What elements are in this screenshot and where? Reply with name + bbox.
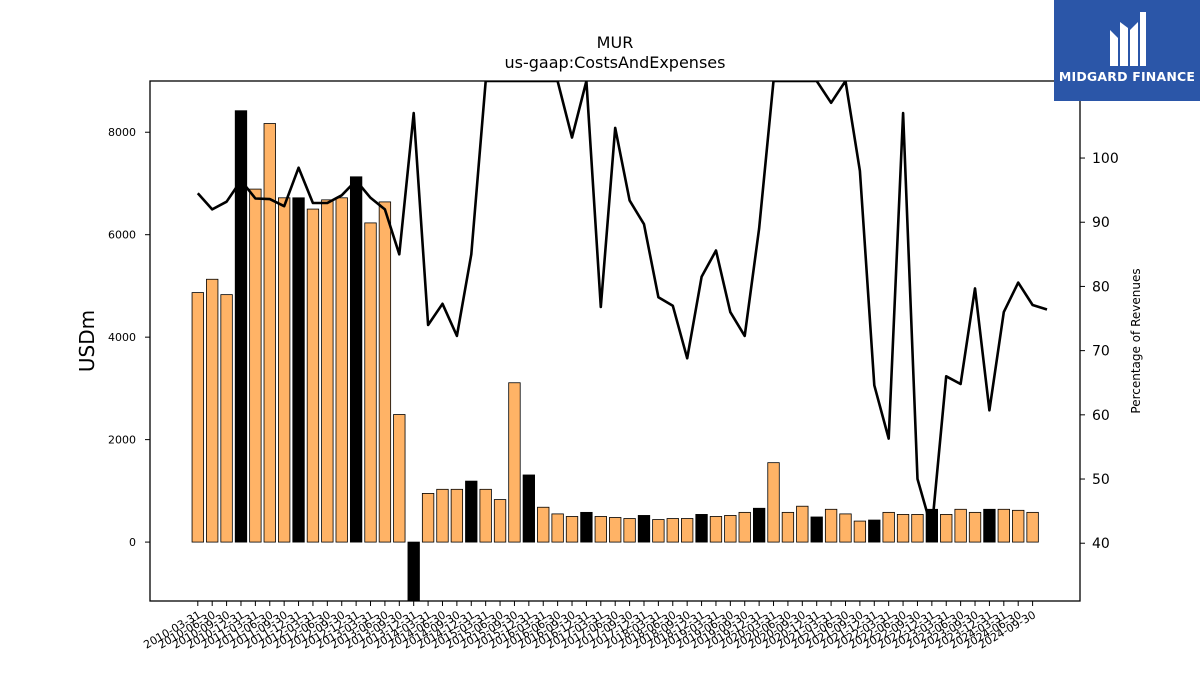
bar [407, 541, 420, 601]
y2-tick-label: 70 [1092, 344, 1110, 360]
y-axis: 0 2000 4000 6000 8000 [108, 126, 150, 549]
bar [278, 197, 291, 543]
y-tick-label: 4000 [108, 331, 136, 344]
chart-subtitle: us-gaap:CostsAndExpenses [505, 53, 726, 72]
y2-axis-label: Percentage of Revenues [1129, 268, 1143, 413]
y2-tick-label: 80 [1092, 279, 1110, 295]
y-tick-label: 6000 [108, 229, 136, 242]
bar [1012, 509, 1025, 543]
bar [724, 515, 737, 543]
bar [263, 123, 276, 543]
bar [436, 488, 449, 543]
bar [378, 201, 392, 543]
bar [450, 488, 464, 543]
bar [493, 499, 507, 543]
bar [508, 382, 521, 543]
bar [983, 508, 996, 543]
bar [896, 514, 910, 543]
bar [565, 516, 579, 543]
bar [220, 294, 233, 543]
bar [637, 515, 651, 543]
bar [292, 197, 305, 543]
bar [853, 520, 867, 543]
y-tick-label: 0 [129, 536, 136, 549]
bar [364, 222, 377, 543]
bar [191, 292, 204, 543]
bar [911, 514, 924, 543]
bar [623, 518, 636, 543]
bar [968, 511, 982, 543]
y2-tick-label: 40 [1092, 536, 1110, 552]
bar [335, 197, 348, 543]
bar [465, 480, 478, 543]
line-group [196, 81, 1048, 531]
bar [393, 414, 406, 543]
brand-name: MIDGARD FINANCE [1058, 69, 1196, 84]
bar [652, 519, 665, 543]
midgard-logo-icon [1110, 12, 1146, 66]
bar [349, 176, 363, 543]
bar [940, 514, 953, 543]
bar [839, 513, 852, 543]
bar [810, 516, 823, 543]
bar [321, 199, 334, 543]
y2-tick-label: 60 [1092, 408, 1110, 424]
bar [681, 518, 694, 543]
y2-axis: 40 50 60 70 80 90 100 [1080, 151, 1119, 552]
bar [580, 511, 593, 543]
y-axis-label: USDm [75, 310, 99, 372]
bar [954, 508, 967, 543]
bar [882, 511, 895, 543]
y-tick-label: 2000 [108, 434, 136, 447]
bar [767, 462, 780, 543]
bar [306, 208, 320, 543]
bar [421, 493, 435, 543]
bar [781, 511, 795, 543]
bar [594, 516, 607, 543]
y2-tick-label: 100 [1092, 151, 1119, 167]
bar [551, 513, 564, 543]
bar [479, 488, 492, 543]
bar [824, 508, 838, 543]
bar [537, 506, 550, 543]
y-tick-label: 8000 [108, 126, 136, 139]
ratio-line [196, 81, 1048, 531]
chart-title: MUR [597, 33, 634, 52]
bar [868, 519, 881, 543]
brand-logo: MIDGARD FINANCE [1054, 0, 1200, 101]
bar [695, 514, 708, 543]
bar [609, 517, 622, 543]
bar [738, 511, 751, 543]
y2-tick-label: 90 [1092, 215, 1110, 231]
bar [249, 188, 262, 543]
bar [1026, 511, 1039, 543]
bar [752, 507, 766, 543]
bars-group [191, 110, 1039, 601]
bar [666, 518, 679, 543]
bar [796, 505, 809, 543]
bar [522, 474, 535, 543]
bar [234, 110, 248, 543]
bar [709, 516, 723, 543]
bar [997, 508, 1010, 543]
bar [206, 278, 219, 543]
y2-tick-label: 50 [1092, 472, 1110, 488]
x-axis: 2010-03-312010-06-302010-09-302010-12-31… [141, 601, 1038, 652]
